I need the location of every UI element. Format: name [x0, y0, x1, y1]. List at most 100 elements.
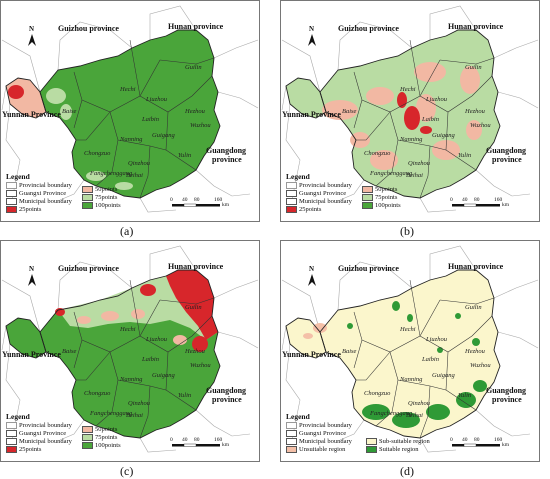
legend-item: Sub-suitable region: [366, 438, 430, 446]
municipal-boundary: [159, 57, 215, 65]
legend-item: 50points: [82, 186, 117, 194]
legend-swatch: [6, 422, 17, 430]
scale-tick: 0: [170, 197, 173, 203]
city-label: Liuzhou: [146, 336, 167, 343]
scale-tick: 160: [494, 437, 503, 443]
legend-swatch: [82, 442, 93, 450]
legend-swatch: [82, 434, 93, 442]
legend-swatch: [6, 206, 17, 214]
legend-item: 75points: [362, 194, 397, 202]
legend: Legend Provincial boundary Guangxi Provinc…: [6, 172, 166, 220]
scale-tick: 40: [462, 437, 468, 443]
municipal-boundary: [356, 351, 391, 381]
scale-tick: 80: [194, 437, 200, 443]
city-label: Hechi: [120, 86, 136, 93]
city-label: Baise: [342, 108, 357, 115]
city-label: Qinzhou: [408, 160, 431, 167]
scale-tick: 160: [214, 437, 223, 443]
scale-bar: [452, 443, 500, 447]
legend-swatch: [6, 190, 17, 198]
city-label: Yulin: [178, 152, 192, 159]
legend-item: Municipal boundary: [6, 198, 72, 206]
legend-swatch: [286, 182, 297, 190]
scale-tick: 40: [182, 197, 188, 203]
legend-title: Legend: [6, 172, 30, 181]
city-label: Wuzhou: [470, 122, 491, 129]
municipal-boundary: [471, 315, 493, 337]
municipal-boundary: [76, 111, 111, 141]
legend-swatch: [286, 198, 297, 206]
legend-swatch: [6, 198, 17, 206]
north-label: N: [309, 25, 315, 33]
municipal-boundary: [191, 75, 213, 97]
city-label: Laibin: [142, 356, 159, 363]
legend-item: 75points: [82, 194, 117, 202]
city-label: Guilin: [185, 304, 202, 311]
legend-item: Suitable region: [366, 446, 419, 454]
scale-tick: 80: [474, 437, 480, 443]
panel-label: (a): [120, 224, 134, 238]
city-label: Liuzhou: [426, 96, 447, 103]
province-label-guangdong: Guangdong province: [206, 386, 247, 404]
legend-swatch: [286, 430, 297, 438]
scale-tick: 80: [194, 197, 200, 203]
city-label: Liuzhou: [146, 96, 167, 103]
legend-item: 25points: [6, 206, 41, 214]
city-label: Baise: [62, 108, 77, 115]
city-label: Qinzhou: [408, 400, 431, 407]
legend-item: Unsuitable region: [286, 446, 345, 454]
city-label: Guigang: [432, 132, 455, 139]
city-label: Fangchenggang: [90, 170, 133, 177]
city-label: Chongzuo: [84, 390, 111, 397]
province-label-guizhou: Guizhou province: [58, 264, 119, 273]
scale-tick: 0: [170, 437, 173, 443]
map-canvas: [280, 240, 540, 462]
legend-swatch: [6, 430, 17, 438]
legend-swatch: [286, 446, 297, 454]
province-label-yunnan: Yunnan Province: [282, 110, 341, 119]
city-label: Wuzhou: [190, 122, 211, 129]
legend-item: Provincial boundary: [286, 422, 352, 430]
legend-swatch: [366, 438, 377, 446]
municipal-boundary: [409, 39, 421, 97]
municipal-boundary: [375, 139, 399, 187]
province-label-hunan: Hunan province: [168, 262, 224, 271]
map-canvas: [280, 0, 540, 222]
legend-item: Guangxi Province: [286, 430, 346, 438]
city-label: Hechi: [400, 326, 416, 333]
city-label: Nanning: [400, 136, 423, 143]
province-label-guizhou: Guizhou province: [338, 264, 399, 273]
city-label: Laibin: [422, 116, 439, 123]
city-label: Chongzuo: [364, 150, 391, 157]
legend-item: Provincial boundary: [6, 422, 72, 430]
north-arrow-icon: [28, 34, 36, 46]
city-label: Laibin: [422, 356, 439, 363]
legend-item: 25points: [6, 446, 41, 454]
legend-title: Legend: [6, 412, 30, 421]
legend-item: 25points: [286, 206, 321, 214]
city-label: Liuzhou: [426, 336, 447, 343]
city-label: Qinzhou: [128, 160, 151, 167]
legend-swatch: [362, 186, 373, 194]
municipal-boundary: [139, 385, 151, 439]
city-label: Yulin: [178, 392, 192, 399]
municipal-boundary: [419, 145, 431, 199]
map-panel: N Guizhou province Hunan province Yunnan Pr…: [0, 240, 260, 462]
scale-unit: km: [502, 202, 510, 208]
scale-tick: 160: [494, 197, 503, 203]
north-arrow-icon: [308, 274, 316, 286]
north-label: N: [309, 265, 315, 273]
municipal-boundary: [129, 279, 141, 337]
legend-swatch: [82, 202, 93, 210]
scale-unit: km: [502, 442, 510, 448]
municipal-boundary: [375, 379, 399, 427]
legend: Legend Provincial boundary Guangxi Provinc…: [286, 412, 446, 460]
municipal-boundary: [139, 145, 151, 199]
city-label: Chongzuo: [84, 150, 111, 157]
province-label-guangdong: Guangdong province: [486, 146, 527, 164]
city-label: Guigang: [152, 372, 175, 379]
province-label-yunnan: Yunnan Province: [2, 350, 61, 359]
province-label-guangdong: Guangdong province: [206, 146, 247, 164]
city-label: Fangchenggang: [370, 170, 413, 177]
legend-swatch: [6, 182, 17, 190]
